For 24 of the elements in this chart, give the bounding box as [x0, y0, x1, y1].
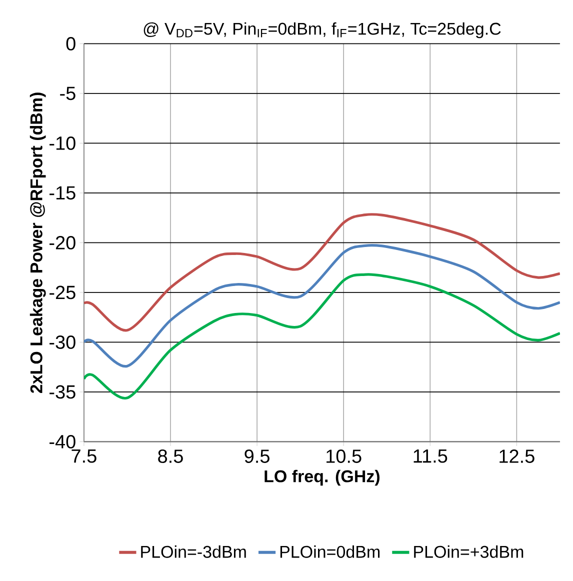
- y-tick-label: -40: [50, 434, 76, 448]
- legend-label: PLOin=-3dBm: [141, 545, 246, 558]
- x-tick-label: 11.5: [414, 450, 448, 463]
- line-series: [84, 244, 560, 368]
- y-tick-label: -35: [50, 385, 76, 399]
- y-tick-label: -25: [50, 286, 76, 300]
- line-series: [84, 273, 560, 400]
- x-tick-label: 7.5: [72, 450, 96, 463]
- x-tick-label: 8.5: [158, 450, 183, 463]
- x-tick-label: 12.5: [500, 450, 534, 463]
- x-tick-label: 9.5: [244, 450, 270, 463]
- y-tick-label: -30: [50, 335, 76, 349]
- y-tick-label: -20: [50, 236, 76, 250]
- y-tick-label: -5: [60, 86, 76, 100]
- y-tick-label: -10: [50, 136, 76, 150]
- line-series: [84, 213, 560, 332]
- y-axis-title: 2xLO Leakage Power @RFport (dBm): [30, 92, 46, 394]
- x-tick-label: 10.5: [326, 450, 362, 463]
- legend-label: PLOin=+3dBm: [414, 545, 524, 558]
- x-axis-title: LO freq. (GHz): [264, 470, 380, 486]
- y-tick-label: -15: [50, 186, 76, 200]
- y-tick-label: 0: [66, 36, 76, 50]
- legend-label: PLOin=0dBm: [280, 545, 380, 558]
- chart-title: @ V$_{DD}$=5V, Pin$_{IF}$=0dBm, f$_{IF}$=1GHz, Tc=25deg.C: [144, 22, 501, 38]
